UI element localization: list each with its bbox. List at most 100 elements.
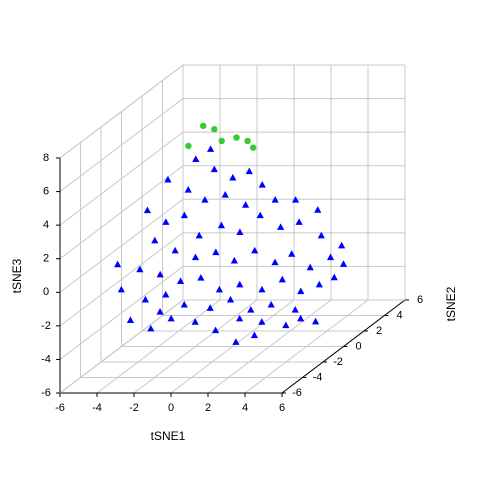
z-tick-label: 8 — [43, 152, 49, 164]
x-tick-label: 0 — [168, 402, 174, 414]
point — [185, 142, 192, 150]
point — [143, 206, 151, 214]
point — [156, 308, 164, 315]
point — [250, 331, 258, 339]
point — [291, 305, 299, 313]
point — [212, 248, 220, 256]
point — [195, 231, 203, 239]
point — [117, 285, 125, 293]
point — [271, 196, 279, 203]
point — [191, 318, 199, 325]
side-grid-line — [59, 98, 184, 192]
point — [278, 275, 286, 283]
side-grid-line — [59, 266, 184, 360]
point — [312, 317, 320, 325]
x-tick-label: 6 — [279, 402, 285, 414]
y-tick-label: -4 — [313, 371, 323, 383]
point — [339, 260, 348, 267]
point — [201, 196, 209, 203]
point — [230, 256, 238, 264]
side-grid-line — [59, 232, 184, 327]
point — [288, 250, 296, 257]
point — [295, 218, 303, 225]
point — [338, 241, 346, 249]
point — [297, 314, 305, 322]
point — [180, 211, 188, 219]
point — [245, 167, 253, 175]
point — [162, 218, 170, 225]
y-tick-label: 4 — [396, 309, 402, 321]
point — [277, 223, 285, 230]
x-axis-label: tSNE1 — [151, 429, 186, 443]
point — [211, 125, 218, 133]
point — [176, 277, 185, 285]
point — [151, 236, 159, 244]
x-tick-label: -6 — [55, 402, 65, 414]
point — [162, 290, 170, 298]
z-tick-label: 6 — [43, 185, 49, 197]
point — [210, 165, 218, 173]
x-tick-label: 4 — [242, 402, 248, 414]
z-tick-label: 4 — [43, 219, 49, 231]
x-tick-label: 2 — [205, 402, 211, 414]
side-grid-line — [59, 131, 184, 226]
point — [215, 285, 223, 293]
point — [236, 228, 244, 235]
point — [317, 231, 325, 239]
point — [229, 173, 237, 181]
z-tick-label: -4 — [41, 353, 51, 365]
point — [306, 263, 314, 271]
z-axis-label: tSNE3 — [10, 258, 24, 293]
point — [242, 201, 250, 208]
z-tick-label: 0 — [43, 286, 49, 298]
point — [330, 273, 338, 281]
point — [221, 191, 229, 198]
point — [114, 260, 122, 268]
point — [236, 280, 244, 288]
point — [271, 258, 279, 266]
side-grid-line — [59, 165, 184, 260]
point — [156, 270, 164, 278]
x-tick-label: -2 — [129, 402, 139, 414]
point — [233, 134, 240, 141]
point — [256, 211, 264, 219]
box-line — [59, 64, 184, 159]
box-line — [59, 299, 184, 394]
point — [251, 246, 259, 254]
y-tick-label: 0 — [355, 340, 361, 352]
z-tick-label: 2 — [43, 253, 49, 265]
point — [297, 287, 305, 295]
point — [207, 145, 215, 152]
y-axis-label: tSNE2 — [444, 286, 458, 321]
point — [180, 300, 188, 308]
point — [206, 304, 214, 311]
point — [200, 122, 207, 130]
point — [244, 137, 251, 145]
point — [136, 265, 144, 273]
point — [147, 324, 155, 332]
y-tick-label: 6 — [417, 294, 423, 306]
point — [326, 253, 335, 261]
point — [282, 321, 290, 329]
y-tick-label: 2 — [376, 325, 382, 337]
point — [184, 186, 192, 193]
point — [314, 206, 322, 213]
point — [141, 295, 149, 303]
point — [167, 314, 175, 322]
point — [267, 300, 275, 308]
point — [171, 246, 179, 254]
point — [191, 253, 200, 261]
z-tick-label: -6 — [41, 387, 51, 399]
y-tick-label: -6 — [292, 387, 302, 399]
point — [217, 221, 225, 229]
point — [192, 155, 200, 162]
point — [247, 305, 255, 313]
z-tick-label: -2 — [41, 320, 51, 332]
point — [126, 316, 135, 324]
point — [258, 285, 266, 293]
point — [226, 295, 235, 303]
point — [211, 326, 220, 334]
side-grid-line — [59, 198, 184, 293]
